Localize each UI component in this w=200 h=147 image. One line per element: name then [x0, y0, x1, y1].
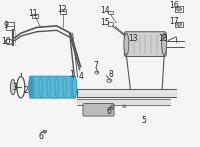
Text: 6: 6 [107, 107, 112, 116]
Circle shape [111, 105, 114, 107]
FancyBboxPatch shape [83, 103, 114, 116]
Text: 12: 12 [57, 5, 66, 14]
Text: 14: 14 [101, 6, 110, 15]
Text: 13: 13 [129, 34, 138, 43]
Ellipse shape [162, 33, 167, 55]
Text: 2: 2 [23, 86, 28, 95]
FancyBboxPatch shape [124, 32, 166, 57]
Circle shape [43, 130, 47, 133]
Text: 11: 11 [28, 9, 38, 18]
Bar [108, 11, 113, 14]
Circle shape [73, 82, 76, 84]
Bar [108, 22, 113, 26]
FancyBboxPatch shape [30, 76, 76, 98]
Circle shape [109, 107, 113, 110]
Circle shape [123, 105, 126, 107]
Text: 8: 8 [108, 70, 113, 79]
Ellipse shape [10, 80, 15, 95]
Text: 9: 9 [3, 21, 8, 30]
Text: 17: 17 [169, 17, 179, 26]
Ellipse shape [72, 77, 77, 97]
Bar [6, 21, 14, 30]
Text: 16: 16 [169, 1, 179, 10]
Text: 3: 3 [12, 83, 17, 92]
Circle shape [73, 90, 76, 93]
Text: 4: 4 [79, 72, 84, 81]
Bar [32, 14, 38, 18]
Ellipse shape [29, 77, 33, 97]
Text: 10: 10 [1, 37, 11, 46]
Bar [175, 21, 183, 27]
Bar [60, 9, 66, 14]
Circle shape [177, 7, 181, 11]
Circle shape [177, 23, 181, 26]
Text: 18: 18 [158, 34, 168, 43]
Text: 1: 1 [69, 70, 74, 78]
Ellipse shape [124, 33, 129, 55]
Text: 7: 7 [93, 61, 98, 70]
Text: 5: 5 [142, 116, 147, 125]
Bar [175, 6, 183, 12]
Text: 15: 15 [101, 18, 110, 27]
Text: 6: 6 [38, 132, 43, 141]
